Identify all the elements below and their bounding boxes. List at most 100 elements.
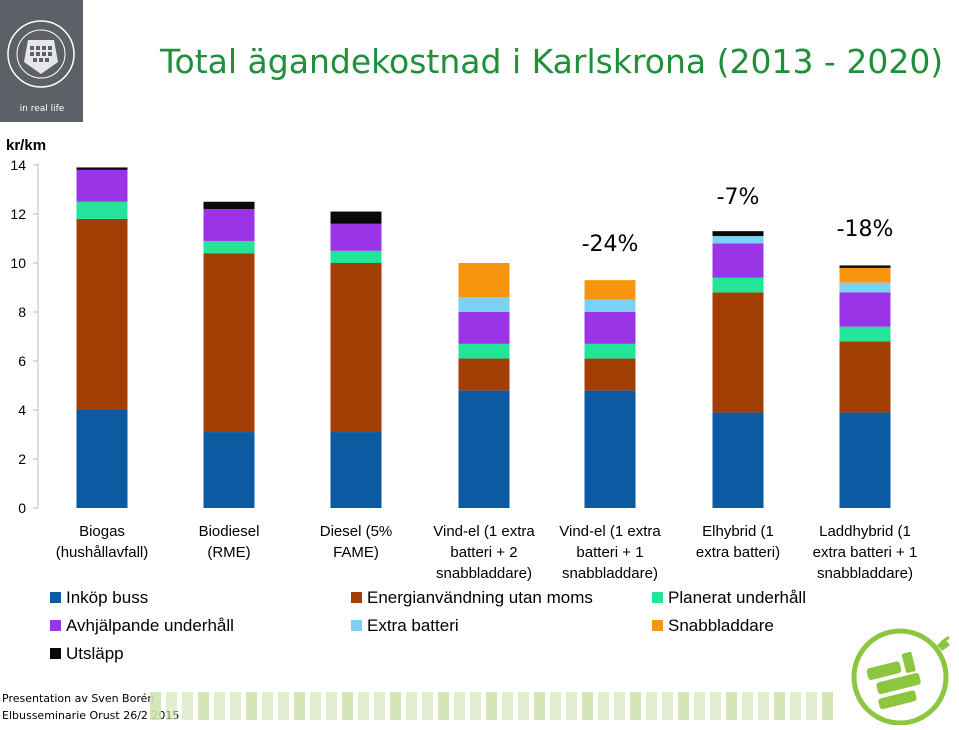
x-tick-label: (RME) <box>207 544 250 561</box>
strip-block <box>150 692 161 720</box>
bar-segment <box>712 412 764 508</box>
bar-segment <box>712 231 764 237</box>
footer-credits: Presentation av Sven Borén Elbusseminari… <box>2 690 179 724</box>
x-tick-label: Biogas <box>79 523 125 540</box>
x-tick-label: Elhybrid (1 <box>702 523 774 540</box>
bar-segment <box>839 267 891 283</box>
legend-label: Energianvändning utan moms <box>367 588 593 607</box>
bar-segment <box>76 167 128 170</box>
bar-segment <box>458 343 510 359</box>
x-tick-label: Biodiesel <box>199 523 260 540</box>
bar-segment <box>458 297 510 312</box>
strip-block <box>182 692 193 720</box>
legend-label: Utsläpp <box>66 644 124 663</box>
x-tick-label: batteri + 2 <box>450 544 517 561</box>
x-tick-label: snabbladdare) <box>562 565 658 582</box>
y-tick-label: 14 <box>10 157 26 173</box>
strip-block <box>710 692 721 720</box>
strip-block <box>614 692 625 720</box>
bar-segment <box>330 250 382 263</box>
legend-label: Inköp buss <box>66 588 148 607</box>
y-tick-label: 0 <box>18 500 26 516</box>
decorative-strip <box>150 692 840 720</box>
strip-block <box>342 692 353 720</box>
strip-block <box>358 692 369 720</box>
strip-block <box>518 692 529 720</box>
logo-caption: in real life <box>19 104 65 114</box>
strip-block <box>726 692 737 720</box>
strip-block <box>294 692 305 720</box>
x-tick-label: snabbladdare) <box>436 565 532 582</box>
bar-segment <box>458 312 510 344</box>
strip-block <box>534 692 545 720</box>
footer-line-event: Elbusseminarie Orust 26/2 2015 <box>2 709 180 722</box>
annotation-label: -7% <box>717 185 760 210</box>
x-tick-label: Laddhybrid (1 <box>819 523 911 540</box>
strip-block <box>470 692 481 720</box>
bar-segment <box>203 432 255 508</box>
bar-segment <box>458 358 510 391</box>
strip-block <box>438 692 449 720</box>
strip-block <box>582 692 593 720</box>
strip-block <box>790 692 801 720</box>
bar-segment <box>458 390 510 508</box>
legend-swatch <box>50 620 61 631</box>
bar-segment <box>458 263 510 298</box>
x-tick-label: Vind-el (1 extra <box>433 523 535 540</box>
x-tick-label: snabbladdare) <box>817 565 913 582</box>
x-tick-label: Vind-el (1 extra <box>559 523 661 540</box>
strip-block <box>406 692 417 720</box>
chart-title: Total ägandekostnad i Karlskrona (2013 -… <box>160 42 944 81</box>
bar-segment <box>203 240 255 254</box>
strip-block <box>550 692 561 720</box>
bar-segment <box>839 326 891 342</box>
bar-segment <box>712 277 764 293</box>
strip-block <box>742 692 753 720</box>
y-tick-label: 4 <box>18 402 26 418</box>
bar-segment <box>712 243 764 278</box>
bar-segment <box>584 390 636 508</box>
strip-block <box>374 692 385 720</box>
strip-block <box>214 692 225 720</box>
strip-block <box>246 692 257 720</box>
y-axis-title: kr/km <box>6 137 46 154</box>
legend-swatch <box>652 620 663 631</box>
bar-segment <box>203 209 255 241</box>
bar-segment <box>76 169 128 202</box>
x-tick-label: batteri + 1 <box>576 544 643 561</box>
x-tick-label: (hushållavfall) <box>56 544 149 561</box>
bar-segment <box>330 432 382 508</box>
bar-segment <box>584 358 636 391</box>
legend-label: Extra batteri <box>367 616 459 635</box>
y-tick-label: 6 <box>18 353 26 369</box>
strip-block <box>822 692 833 720</box>
strip-pattern <box>150 692 833 720</box>
legend-label: Snabbladdare <box>668 616 774 635</box>
strip-block <box>694 692 705 720</box>
bar-segment <box>839 292 891 327</box>
x-tick-label: extra batteri + 1 <box>813 544 918 561</box>
legend-swatch <box>50 648 61 659</box>
legend-swatch <box>652 592 663 603</box>
brand-logo-icon <box>851 628 950 726</box>
bar-segment <box>203 201 255 210</box>
bar-segment <box>76 218 128 410</box>
x-tick-label: FAME) <box>333 544 379 561</box>
y-tick-label: 8 <box>18 304 26 320</box>
strip-block <box>278 692 289 720</box>
strip-block <box>646 692 657 720</box>
strip-block <box>678 692 689 720</box>
bth-logo: in real life <box>0 0 83 122</box>
bar-segment <box>584 299 636 312</box>
bar-segment <box>839 265 891 268</box>
strip-block <box>662 692 673 720</box>
strip-block <box>454 692 465 720</box>
legend-swatch <box>351 620 362 631</box>
bar-segment <box>330 211 382 224</box>
strip-block <box>774 692 785 720</box>
footer-line-presenter: Presentation av Sven Borén <box>2 692 155 705</box>
strip-block <box>230 692 241 720</box>
green-charge-sydost-logo <box>845 625 955 726</box>
strip-block <box>758 692 769 720</box>
bar-segment <box>584 280 636 300</box>
